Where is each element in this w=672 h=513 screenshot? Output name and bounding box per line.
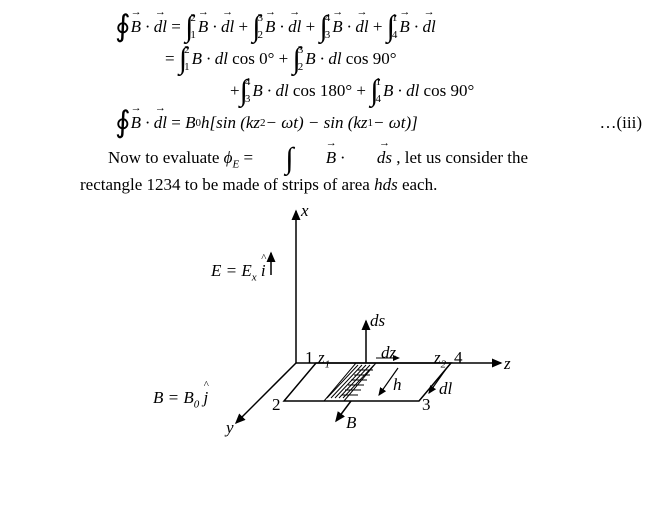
hds-text: hds xyxy=(374,175,398,194)
eq-line-3: + ∫43 B · dl cos 180° + ∫14 B · dl cos 9… xyxy=(20,76,652,106)
para-text: Now to evaluate xyxy=(108,148,224,167)
x-axis-label: x xyxy=(301,201,309,221)
plus: + xyxy=(230,81,240,101)
eq-line-2: = ∫21 B · dl cos 0° + ∫32 B · dl cos 90° xyxy=(20,44,652,74)
eq-line-1: ∮ B · dl = ∫21 B · dl + ∫32 B · dl + ∫43… xyxy=(20,12,652,42)
corner-2: 2 xyxy=(272,395,281,415)
equation-number: …(iii) xyxy=(600,113,653,133)
E-field-label: E = Ex i xyxy=(211,261,266,283)
oint-symbol: ∮ xyxy=(115,108,131,138)
oint-symbol: ∮ xyxy=(115,12,131,42)
dl-label: dl xyxy=(439,379,452,399)
eq-line-4: ∮ B · dl = B0h[sin (kz2 − ωt) − sin (kz1… xyxy=(20,108,652,138)
para-text: each. xyxy=(402,175,437,194)
B-field-label: B = B0 j xyxy=(153,388,208,410)
z2-label: z2 xyxy=(434,348,446,370)
phi-subscript: E xyxy=(232,158,239,170)
corner-4: 4 xyxy=(454,348,463,368)
integral-symbol: ∫ xyxy=(257,144,293,174)
corner-1: 1 xyxy=(305,348,314,368)
z1-label: z1 xyxy=(318,348,330,370)
h-label: h xyxy=(393,375,402,395)
y-axis-label: y xyxy=(226,418,234,438)
coordinate-diagram: x z y E = Ex i B = B0 j ds dz h dl B 1 2… xyxy=(141,203,531,438)
dz-label: dz xyxy=(381,343,396,363)
equation-block: ∮ B · dl = ∫21 B · dl + ∫32 B · dl + ∫43… xyxy=(20,12,652,138)
equals-text: = xyxy=(243,148,257,167)
ds-label: ds xyxy=(370,311,385,331)
B-bottom-label: B xyxy=(346,413,356,433)
equals: = xyxy=(165,49,175,69)
corner-3: 3 xyxy=(422,395,431,415)
explanatory-paragraph: Now to evaluate ϕE = ∫ B · ds , let us c… xyxy=(20,142,652,199)
z-axis-label: z xyxy=(504,354,511,374)
